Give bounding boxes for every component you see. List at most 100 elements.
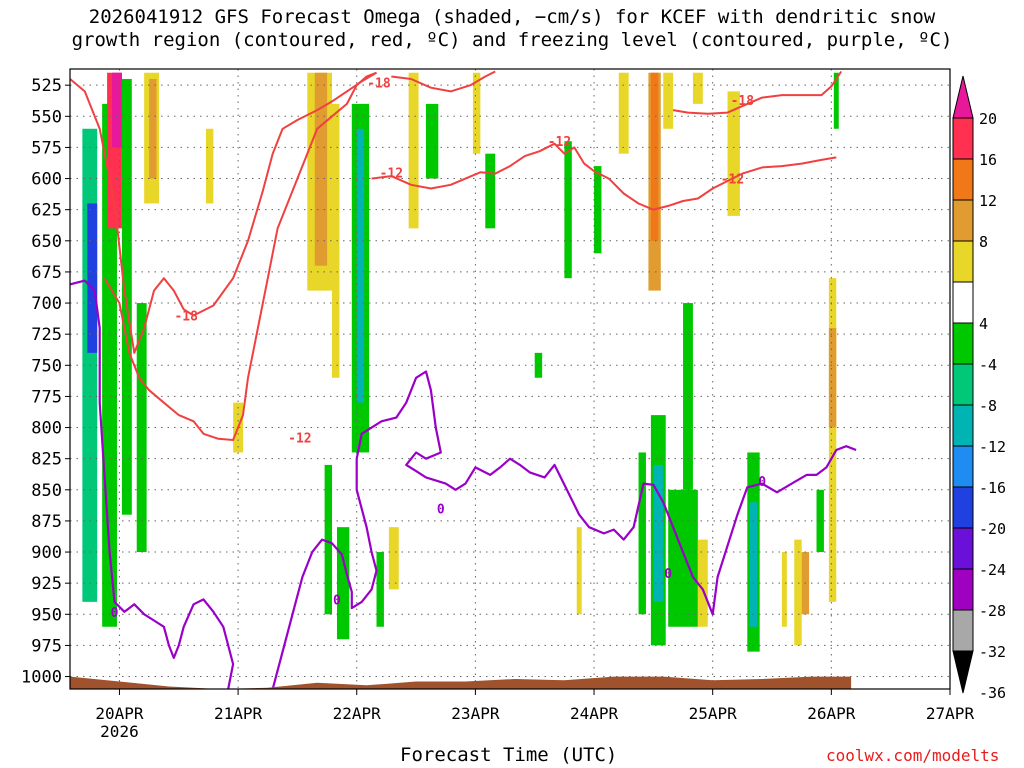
y-tick-label-825: 825 <box>31 450 62 470</box>
x-tick-label-27APR: 27APR <box>926 704 975 723</box>
credit-link[interactable]: coolwx.com/modelts <box>826 746 1000 765</box>
plot-frame <box>69 68 951 690</box>
colorbar-bin-10 <box>952 527 974 570</box>
dgz-label-5: -12 <box>721 173 744 188</box>
omega-cell-38 <box>727 91 740 216</box>
dgz-label-0: -18 <box>174 310 198 325</box>
colorbar-bin-0 <box>952 117 974 160</box>
y-tick-label-525: 525 <box>31 76 62 96</box>
colorbar-top-triangle <box>952 75 974 119</box>
omega-cell-9 <box>205 128 214 204</box>
omega-cell-2 <box>87 203 98 353</box>
colorbar-bin-2 <box>952 199 974 242</box>
gridlines <box>70 69 951 689</box>
omega-cell-4 <box>112 72 122 148</box>
dgz-contour-1 <box>391 70 496 93</box>
omega-cell-48 <box>833 72 839 129</box>
omega-cell-15 <box>356 128 365 403</box>
colorbar-label-12: -32 <box>979 643 1006 661</box>
colorbar-label-3: 8 <box>979 233 988 251</box>
colorbar-label-2: 12 <box>979 192 997 210</box>
y-tick-label-800: 800 <box>31 419 62 439</box>
freezing-level-contours <box>70 279 857 689</box>
omega-cell-47 <box>828 327 837 428</box>
omega-cell-31 <box>663 72 674 129</box>
colorbar-label-1: 16 <box>979 151 997 169</box>
colorbar: 20 16 12 8 4 -4 -8 -12 -16 -20 -24 -28 -32 -36 <box>952 75 1006 702</box>
colorbar-label-6: -8 <box>979 397 997 415</box>
omega-cell-30 <box>650 72 659 241</box>
colorbar-bin-11 <box>952 568 974 611</box>
y-tick-label-625: 625 <box>31 201 62 221</box>
colorbar-label-9: -20 <box>979 520 1006 538</box>
colorbar-label-0: 20 <box>979 110 997 128</box>
freezing-label-1: 0 <box>333 593 341 608</box>
y-tick-label-850: 850 <box>31 481 62 501</box>
colorbar-label-13: -36 <box>979 684 1006 702</box>
dgz-contour-2 <box>103 71 377 441</box>
colorbar-label-4: 4 <box>979 315 988 333</box>
dgz-label-4: -12 <box>548 135 571 150</box>
omega-cell-12 <box>314 72 328 266</box>
chart-title-line1: 2026041912 GFS Forecast Omega (shaded, −… <box>88 6 936 28</box>
y-tick-label-925: 925 <box>31 574 62 594</box>
y-tick-label-675: 675 <box>31 263 62 283</box>
dgz-label-3: -12 <box>380 166 403 181</box>
freezing-label-0: 0 <box>111 606 119 621</box>
chart-title: 2026041912 GFS Forecast Omega (shaded, −… <box>0 6 1024 52</box>
dgz-label-1: -18 <box>367 77 391 92</box>
omega-cell-7 <box>149 78 157 179</box>
colorbar-label-5: -4 <box>979 356 997 374</box>
colorbar-label-7: -12 <box>979 438 1006 456</box>
x-year-label: 2026 <box>100 722 139 741</box>
omega-cell-18 <box>376 552 384 627</box>
x-tick-label-21APR: 21APR <box>214 704 263 723</box>
y-tick-label-725: 725 <box>31 325 62 345</box>
freezing-label-4: 0 <box>758 475 766 490</box>
x-tick-label-23APR: 23APR <box>451 704 500 723</box>
omega-cell-34 <box>653 464 664 602</box>
freezing-label-3: 0 <box>664 567 672 582</box>
terrain-surface <box>70 676 852 689</box>
y-tick-label-575: 575 <box>31 138 62 158</box>
terrain-layer <box>70 676 852 689</box>
colorbar-bottom-triangle <box>952 650 974 694</box>
colorbar-bin-5 <box>952 322 974 365</box>
dgz-contour-0 <box>70 71 378 354</box>
colorbar-label-8: -16 <box>979 479 1006 497</box>
freezing-contour-1 <box>271 370 857 689</box>
y-tick-label-775: 775 <box>31 387 62 407</box>
contour-labels: -18 -18 -12 -12 -12 -12 -18 0 0 0 0 0 <box>111 77 767 621</box>
x-tick-label-22APR: 22APR <box>333 704 382 723</box>
colorbar-label-10: -24 <box>979 561 1006 579</box>
freezing-label-2: 0 <box>437 502 445 517</box>
y-tick-label-900: 900 <box>31 543 62 563</box>
omega-cell-35 <box>668 489 698 627</box>
x-tick-label-20APR: 20APR <box>95 704 144 723</box>
omega-cell-19 <box>388 527 399 590</box>
colorbar-bin-1 <box>952 158 974 201</box>
colorbar-label-11: -28 <box>979 602 1006 620</box>
omega-cell-25 <box>564 141 572 279</box>
omega-cell-22 <box>472 72 481 154</box>
dgz-label-2: -12 <box>288 432 311 447</box>
omega-shading-layer <box>82 72 839 652</box>
omega-cell-21 <box>425 103 439 179</box>
colorbar-bin-9 <box>952 486 974 529</box>
dgz-label-6: -18 <box>731 94 755 109</box>
omega-cell-32 <box>638 452 646 615</box>
x-axis: 20APR 21APR 22APR 23APR 24APR 25APR 26APR 27APR… <box>95 689 974 741</box>
x-axis-title: Forecast Time (UTC) <box>400 744 618 766</box>
y-axis: 525 550 575 600 625 650 675 700 725 750 775 800 825 8… <box>21 76 70 688</box>
omega-cell-5 <box>121 78 132 515</box>
colorbar-bin-12 <box>952 609 974 652</box>
dgz-contour-3 <box>371 142 837 211</box>
omega-cell-41 <box>749 502 758 627</box>
y-tick-label-875: 875 <box>31 512 62 532</box>
omega-cell-46 <box>828 278 837 602</box>
omega-cell-37 <box>692 72 703 104</box>
colorbar-bin-3 <box>952 240 974 283</box>
freezing-contour-0 <box>70 279 235 689</box>
omega-cell-26 <box>576 527 582 615</box>
